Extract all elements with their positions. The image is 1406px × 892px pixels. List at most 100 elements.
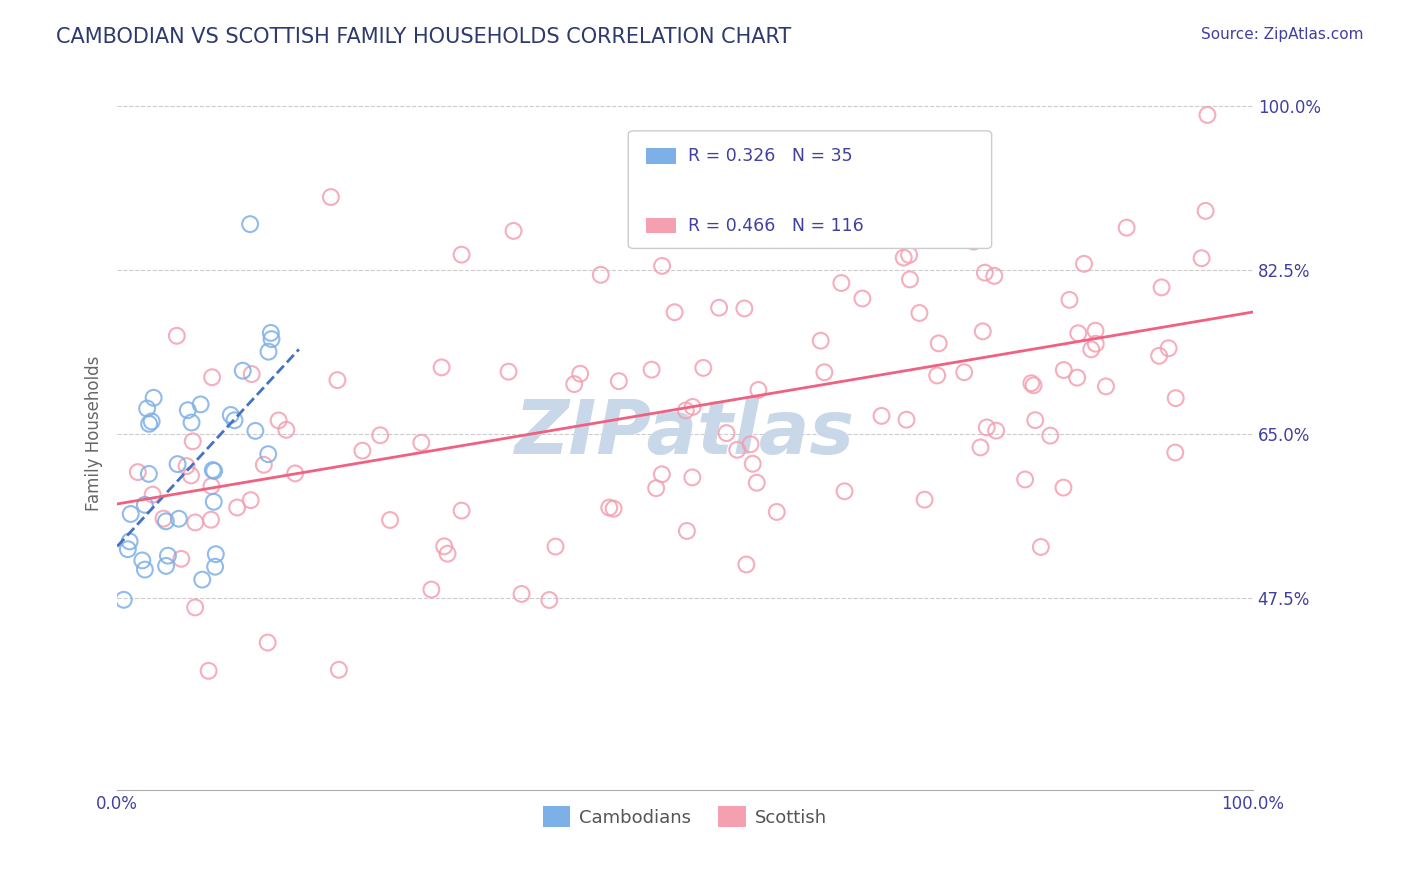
Point [239, 217, 262, 231]
Point [602, 501, 624, 516]
Point [825, 220, 848, 235]
Text: R = 0.466   N = 116: R = 0.466 N = 116 [689, 217, 865, 235]
Point [562, 377, 585, 392]
Point [260, 332, 283, 346]
Point [747, 383, 769, 397]
Point [984, 424, 1007, 438]
Point [870, 409, 893, 423]
Point [197, 664, 219, 678]
Point [908, 306, 931, 320]
Point [745, 475, 768, 490]
Point [914, 492, 936, 507]
Point [112, 592, 135, 607]
Y-axis label: Family Households: Family Households [86, 356, 103, 511]
Point [692, 360, 714, 375]
Point [1191, 251, 1213, 265]
Point [1147, 349, 1170, 363]
Point [765, 505, 787, 519]
Point [352, 443, 374, 458]
Point [830, 276, 852, 290]
Point [276, 423, 298, 437]
Point [645, 481, 668, 495]
Point [1059, 293, 1081, 307]
Point [245, 424, 267, 438]
Point [127, 465, 149, 479]
Point [976, 420, 998, 434]
Text: Source: ZipAtlas.com: Source: ZipAtlas.com [1201, 27, 1364, 42]
Point [201, 463, 224, 477]
Point [813, 365, 835, 379]
Point [1084, 324, 1107, 338]
Point [510, 587, 533, 601]
Point [180, 468, 202, 483]
Point [953, 365, 976, 379]
Point [1080, 343, 1102, 357]
Point [226, 500, 249, 515]
Point [1029, 540, 1052, 554]
Point [1164, 391, 1187, 405]
Point [1022, 378, 1045, 392]
Point [142, 488, 165, 502]
Point [120, 507, 142, 521]
Point [420, 582, 443, 597]
Point [224, 413, 246, 427]
Point [741, 457, 763, 471]
FancyBboxPatch shape [628, 131, 991, 249]
Point [1197, 108, 1219, 122]
Point [436, 547, 458, 561]
Point [450, 247, 472, 261]
Point [200, 479, 222, 493]
Point [544, 540, 567, 554]
Point [138, 467, 160, 481]
Point [681, 470, 703, 484]
Point [651, 259, 673, 273]
Point [640, 362, 662, 376]
Point [852, 139, 875, 153]
Point [326, 373, 349, 387]
Point [1084, 336, 1107, 351]
Point [1024, 413, 1046, 427]
Point [219, 408, 242, 422]
Point [810, 334, 832, 348]
Point [378, 513, 401, 527]
Point [134, 563, 156, 577]
Point [898, 272, 921, 286]
Point [368, 428, 391, 442]
Text: ZIPatlas: ZIPatlas [515, 397, 855, 470]
Point [898, 248, 921, 262]
Point [928, 336, 950, 351]
Point [200, 513, 222, 527]
Point [176, 459, 198, 474]
Point [1014, 473, 1036, 487]
Point [134, 498, 156, 512]
Point [166, 328, 188, 343]
Point [716, 426, 738, 441]
Point [707, 301, 730, 315]
Point [1115, 220, 1137, 235]
Point [257, 447, 280, 461]
Point [131, 553, 153, 567]
Point [267, 413, 290, 427]
Point [152, 511, 174, 525]
Point [896, 413, 918, 427]
Point [155, 514, 177, 528]
Point [651, 467, 673, 482]
Point [156, 549, 179, 563]
Point [167, 512, 190, 526]
Point [411, 435, 433, 450]
Point [204, 559, 226, 574]
Point [1073, 257, 1095, 271]
Point [256, 635, 278, 649]
Point [657, 225, 679, 239]
Point [1157, 341, 1180, 355]
Point [538, 593, 561, 607]
Point [607, 374, 630, 388]
Text: CAMBODIAN VS SCOTTISH FAMILY HOUSEHOLDS CORRELATION CHART: CAMBODIAN VS SCOTTISH FAMILY HOUSEHOLDS … [56, 27, 792, 46]
Point [1053, 363, 1076, 377]
Point [201, 370, 224, 384]
Point [675, 403, 697, 417]
Point [430, 360, 453, 375]
Point [1039, 428, 1062, 442]
Point [1021, 376, 1043, 391]
Point [740, 437, 762, 451]
